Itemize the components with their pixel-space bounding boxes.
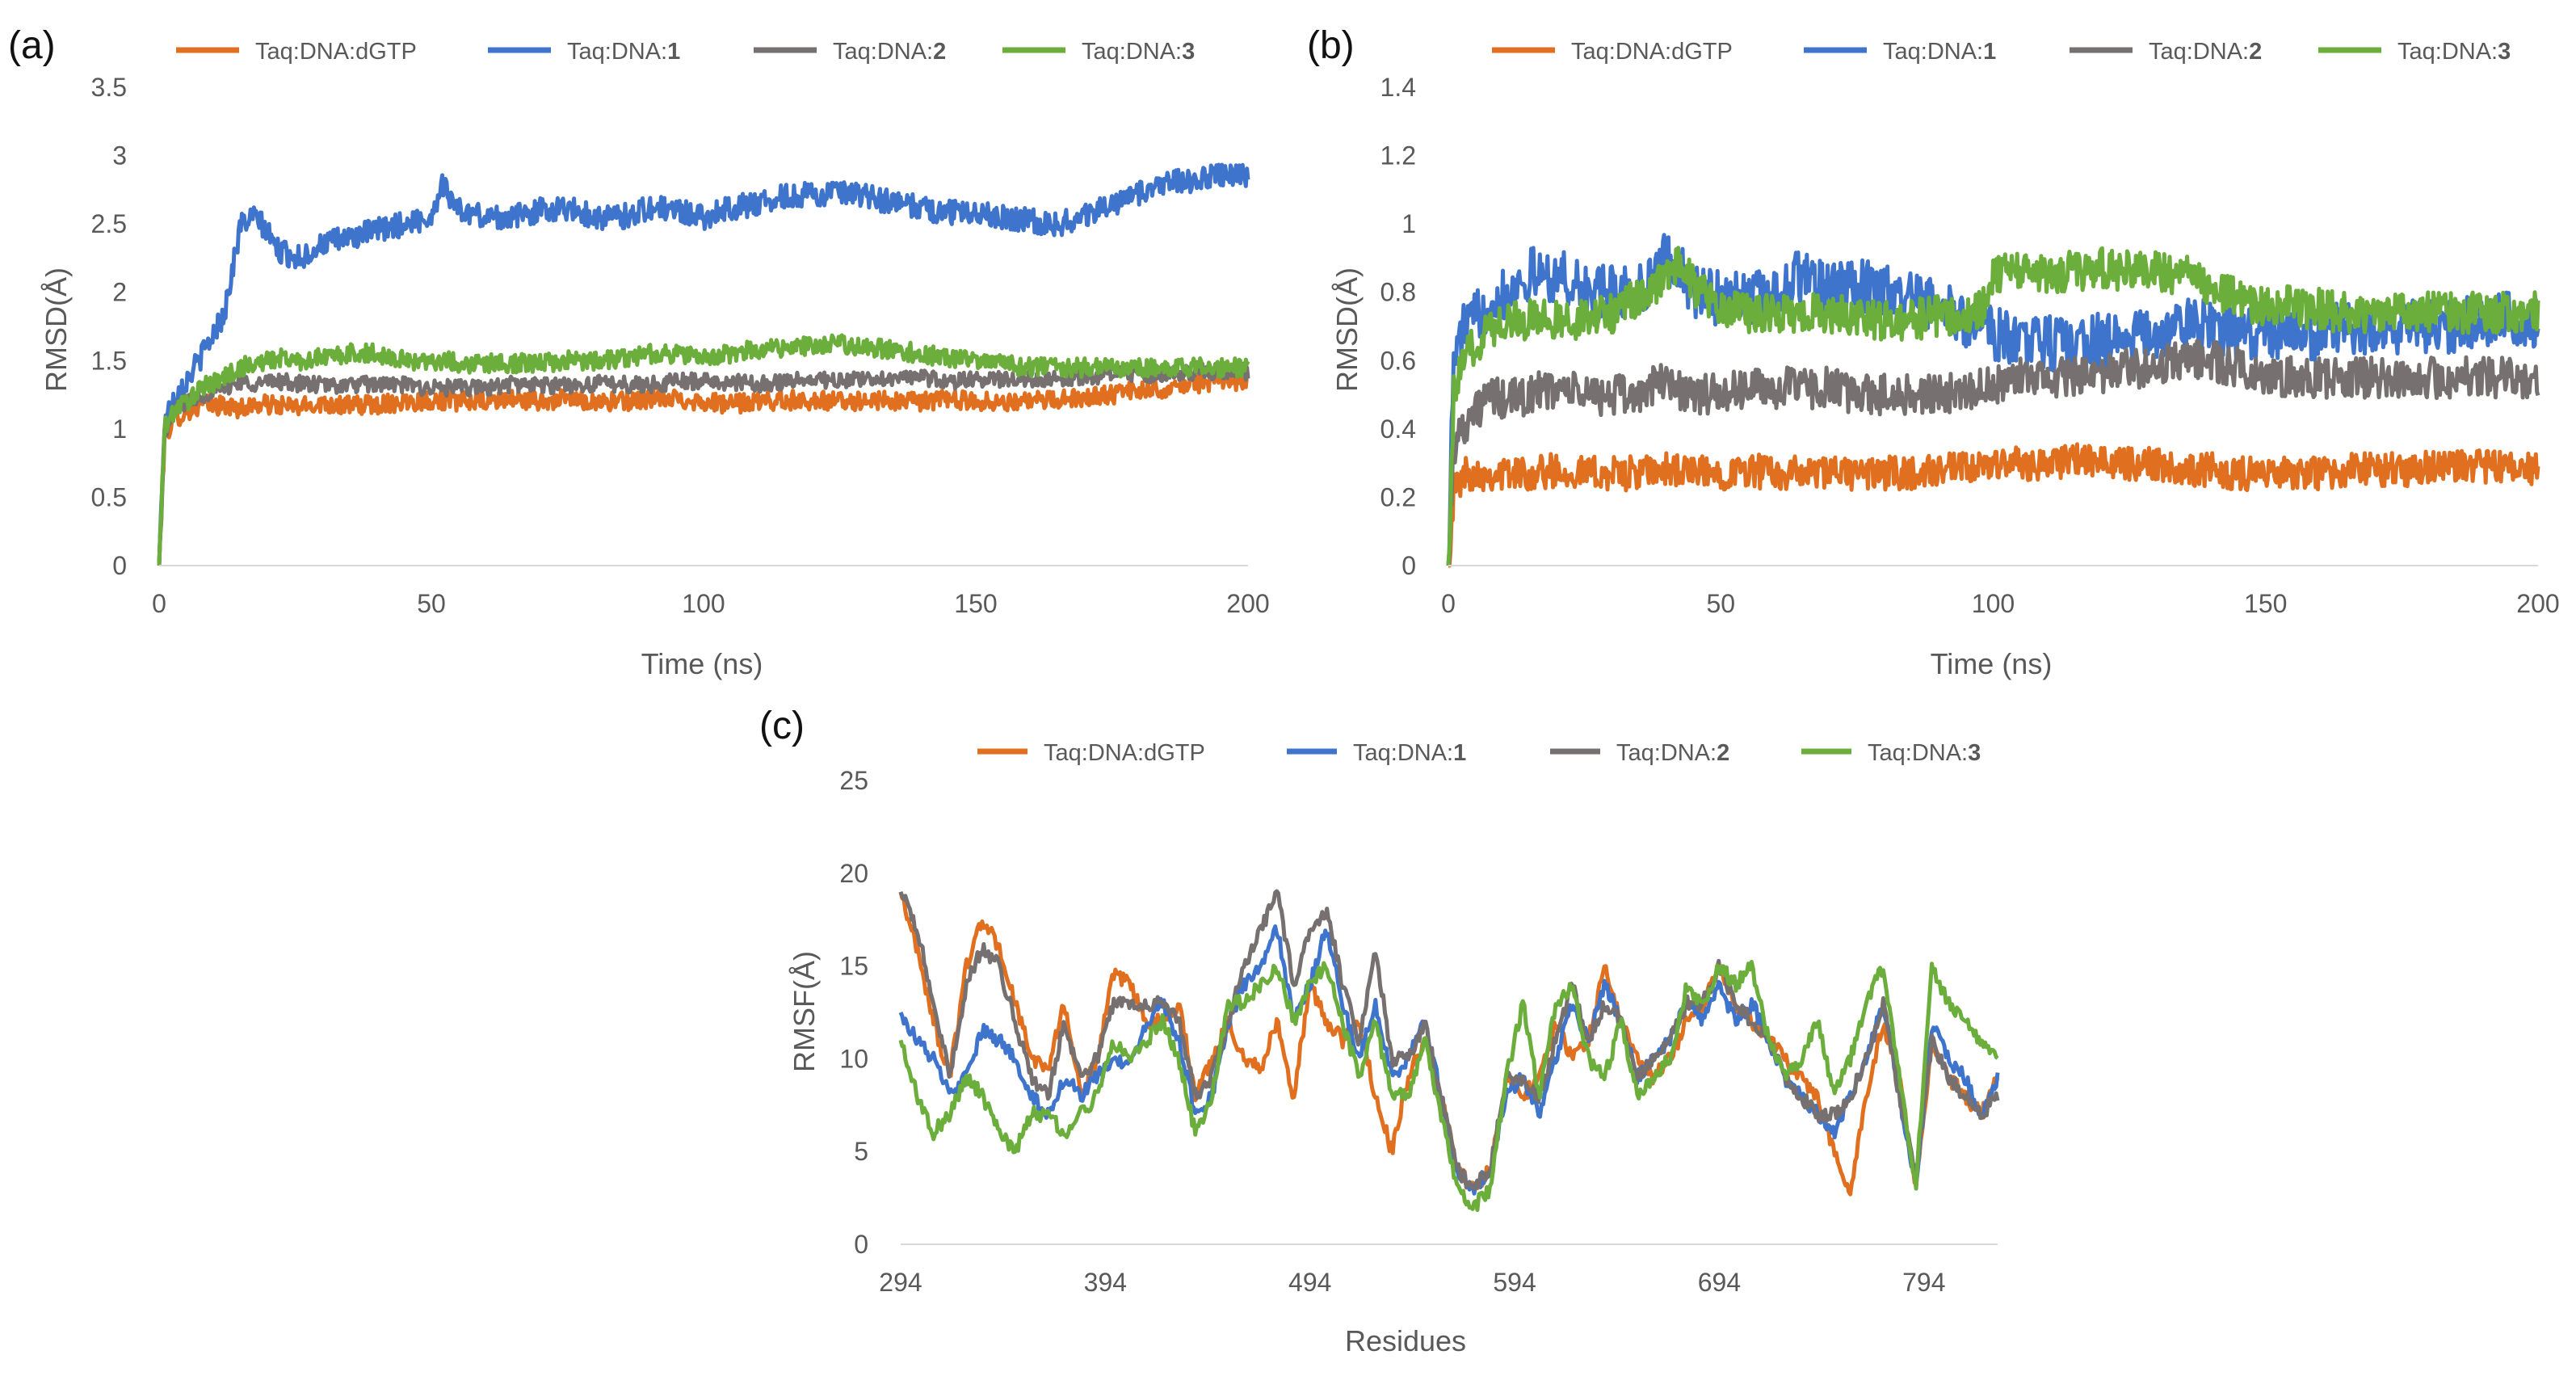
- series-line-dGTP: [157, 369, 1250, 566]
- legend-label: Taq:DNA:3: [1868, 740, 1981, 766]
- x-tick-label: 494: [1288, 1268, 1331, 1297]
- y-tick-label: 20: [839, 859, 868, 888]
- x-tick-label: 0: [1441, 589, 1456, 618]
- y-tick-label: 1.2: [1380, 141, 1416, 170]
- legend-label: Taq:DNA:2: [833, 39, 946, 65]
- legend-label: Taq:DNA:3: [1082, 39, 1195, 65]
- x-tick-label: 150: [954, 589, 997, 618]
- x-tick-label: 294: [879, 1268, 922, 1297]
- panel-c-label: (c): [759, 705, 805, 747]
- y-tick-label: 25: [839, 766, 868, 795]
- panel-a-y-axis-label: RMSD(Å): [40, 267, 73, 392]
- x-tick-label: 50: [417, 589, 446, 618]
- legend-label: Taq:DNA:3: [2397, 39, 2511, 65]
- x-tick-label: 394: [1084, 1268, 1127, 1297]
- x-tick-label: 594: [1493, 1268, 1536, 1297]
- y-tick-label: 1: [112, 414, 127, 444]
- panel-c-plot: 0 5 10 15 20 25 294 394 494 594 694 794: [839, 766, 2000, 1297]
- panel-b-x-axis-label: Time (ns): [1931, 647, 2053, 680]
- y-tick-label: 2: [112, 278, 127, 307]
- x-tick-label: 100: [682, 589, 725, 618]
- x-tick-label: 694: [1698, 1268, 1741, 1297]
- y-tick-label: 0: [112, 551, 127, 580]
- panel-b-legend: Taq:DNA:dGTP Taq:DNA:1 Taq:DNA:2 Taq:DNA:3: [1492, 39, 2511, 65]
- series-line-ligand2: [1446, 339, 2540, 566]
- panel-c-x-axis-label: Residues: [1345, 1324, 1466, 1357]
- panel-b-label: (b): [1307, 24, 1355, 67]
- panel-a-plot: 0 0.5 1 1.5 2 2.5 3 3.5 0 50 100 150 200: [91, 73, 1270, 618]
- y-tick-label: 0.4: [1380, 414, 1416, 444]
- y-tick-label: 2.5: [91, 209, 127, 238]
- y-tick-label: 5: [854, 1137, 868, 1166]
- x-tick-label: 100: [1972, 589, 2015, 618]
- legend-label: Taq:DNA:1: [1353, 740, 1466, 766]
- y-tick-label: 0.8: [1380, 278, 1416, 307]
- panel-a-legend: Taq:DNA:dGTP Taq:DNA:1 Taq:DNA:2 Taq:DNA:3: [176, 39, 1195, 65]
- y-tick-label: 0.2: [1380, 482, 1416, 511]
- panel-b-plot: 0 0.2 0.4 0.6 0.8 1 1.2 1.4 0 50 100 150 200: [1380, 73, 2560, 618]
- y-tick-label: 0: [854, 1230, 868, 1259]
- legend-label: Taq:DNA:dGTP: [1571, 39, 1733, 65]
- y-tick-label: 1.5: [91, 346, 127, 375]
- y-tick-label: 3.5: [91, 73, 127, 102]
- legend-label: Taq:DNA:dGTP: [255, 39, 417, 65]
- series-line-ligand3: [1446, 246, 2540, 566]
- x-tick-label: 0: [152, 589, 166, 618]
- x-tick-label: 50: [1706, 589, 1735, 618]
- panel-b-y-axis-label: RMSD(Å): [1330, 267, 1364, 392]
- series-line-ligand3: [898, 960, 1999, 1212]
- legend-label: Taq:DNA:2: [2149, 39, 2262, 65]
- series-line-ligand3: [157, 333, 1250, 566]
- y-tick-label: 3: [112, 141, 127, 170]
- panel-c: (c) Taq:DNA:dGTP Taq:DNA:1 Taq:DNA:2 Taq:DN…: [759, 705, 2000, 1357]
- y-tick-label: 10: [839, 1044, 868, 1073]
- y-tick-label: 1.4: [1380, 73, 1416, 102]
- legend-label: Taq:DNA:1: [567, 39, 680, 65]
- legend-label: Taq:DNA:dGTP: [1044, 740, 1205, 766]
- panel-a-label: (a): [8, 24, 56, 67]
- y-tick-label: 0.5: [91, 482, 127, 511]
- x-tick-label: 794: [1902, 1268, 1945, 1297]
- x-tick-label: 200: [2516, 589, 2559, 618]
- panel-a: (a) Taq:DNA:dGTP Taq:DNA:1 Taq:DNA:2 Taq:DN…: [8, 24, 1270, 680]
- x-tick-label: 150: [2244, 589, 2287, 618]
- panel-c-legend: Taq:DNA:dGTP Taq:DNA:1 Taq:DNA:2 Taq:DNA:3: [977, 740, 1981, 766]
- y-tick-label: 15: [839, 952, 868, 981]
- legend-label: Taq:DNA:1: [1883, 39, 1996, 65]
- y-tick-label: 0.6: [1380, 346, 1416, 375]
- y-tick-label: 1: [1401, 209, 1416, 238]
- y-tick-label: 0: [1401, 551, 1416, 580]
- panel-b: (b) Taq:DNA:dGTP Taq:DNA:1 Taq:DNA:2 Taq:DN…: [1307, 24, 2560, 680]
- panel-a-x-axis-label: Time (ns): [641, 647, 763, 680]
- series-line-ligand1: [157, 162, 1250, 566]
- panel-c-y-axis-label: RMSF(Å): [788, 951, 821, 1072]
- legend-label: Taq:DNA:2: [1616, 740, 1729, 766]
- series-line-dGTP: [1447, 442, 2540, 568]
- x-tick-label: 200: [1226, 589, 1269, 618]
- series-line-ligand2: [898, 889, 2000, 1191]
